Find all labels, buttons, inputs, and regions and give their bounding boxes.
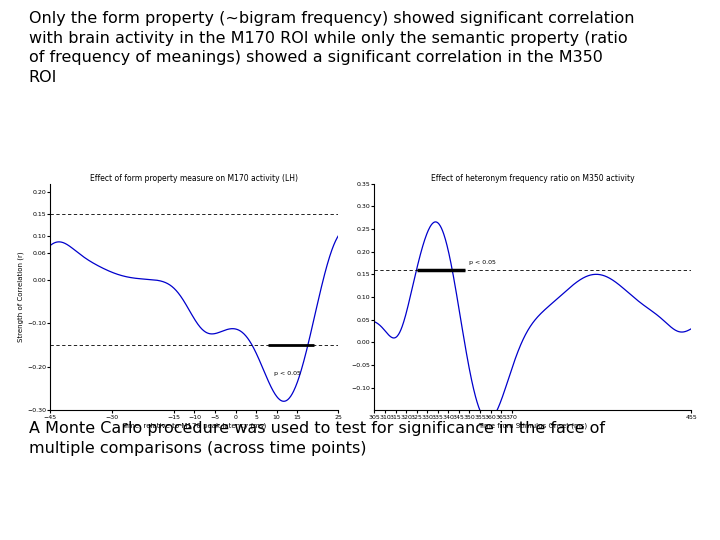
X-axis label: Time from Stimulus Onset (ms): Time from Stimulus Onset (ms)	[478, 422, 588, 429]
Text: Only the form property (~bigram frequency) showed significant correlation
with b: Only the form property (~bigram frequenc…	[29, 11, 634, 85]
Title: Effect of heteronym frequency ratio on M350 activity: Effect of heteronym frequency ratio on M…	[431, 174, 634, 183]
Y-axis label: Strength of Correlation (r): Strength of Correlation (r)	[18, 252, 24, 342]
Text: p < 0.05: p < 0.05	[274, 371, 300, 376]
Title: Effect of form property measure on M170 activity (LH): Effect of form property measure on M170 …	[91, 174, 298, 183]
Text: A Monte Carlo procedure was used to test for significance in the face of
multipl: A Monte Carlo procedure was used to test…	[29, 421, 605, 456]
X-axis label: Time, relative to M170 peak latency (ms): Time, relative to M170 peak latency (ms)	[122, 422, 266, 429]
Text: p < 0.05: p < 0.05	[469, 260, 496, 265]
